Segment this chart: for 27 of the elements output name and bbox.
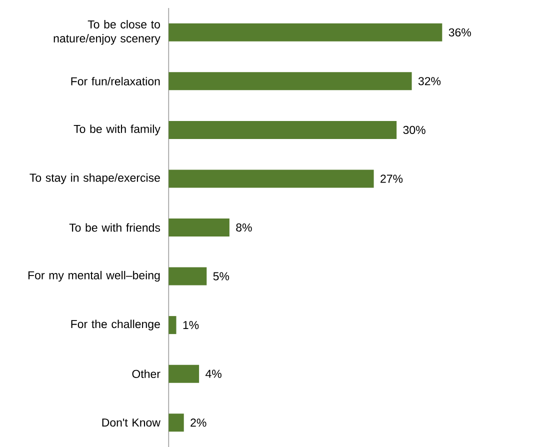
data-label: 30% bbox=[403, 126, 426, 134]
y-tick-label: Don't Know bbox=[102, 418, 160, 427]
bar bbox=[168, 23, 442, 42]
y-tick-label: To be close to nature/enjoy scenery bbox=[54, 20, 160, 45]
data-label: 2% bbox=[190, 418, 206, 427]
bar bbox=[168, 267, 207, 286]
y-tick-label: To stay in shape/exercise bbox=[30, 173, 160, 184]
data-label: 36% bbox=[448, 28, 471, 36]
y-tick-label: For my mental well–being bbox=[28, 270, 160, 282]
data-label: 5% bbox=[213, 272, 230, 280]
y-tick-label: Other bbox=[132, 370, 160, 378]
bar bbox=[168, 316, 176, 334]
bar bbox=[168, 414, 184, 432]
y-tick-label: For the challenge bbox=[71, 320, 160, 330]
bar bbox=[168, 218, 230, 236]
y-tick-label: To be with family bbox=[74, 124, 160, 136]
data-label: 8% bbox=[236, 223, 252, 232]
bar bbox=[168, 72, 412, 90]
y-tick-label: To be with friends bbox=[69, 223, 160, 232]
bar bbox=[168, 364, 200, 383]
data-label: 4% bbox=[206, 370, 222, 378]
bar bbox=[168, 120, 397, 139]
data-label: 27% bbox=[380, 174, 403, 183]
data-label: 1% bbox=[183, 321, 199, 330]
y-tick-label: For fun/relaxation bbox=[71, 76, 160, 86]
data-label: 32% bbox=[418, 77, 441, 86]
bar bbox=[168, 170, 374, 188]
